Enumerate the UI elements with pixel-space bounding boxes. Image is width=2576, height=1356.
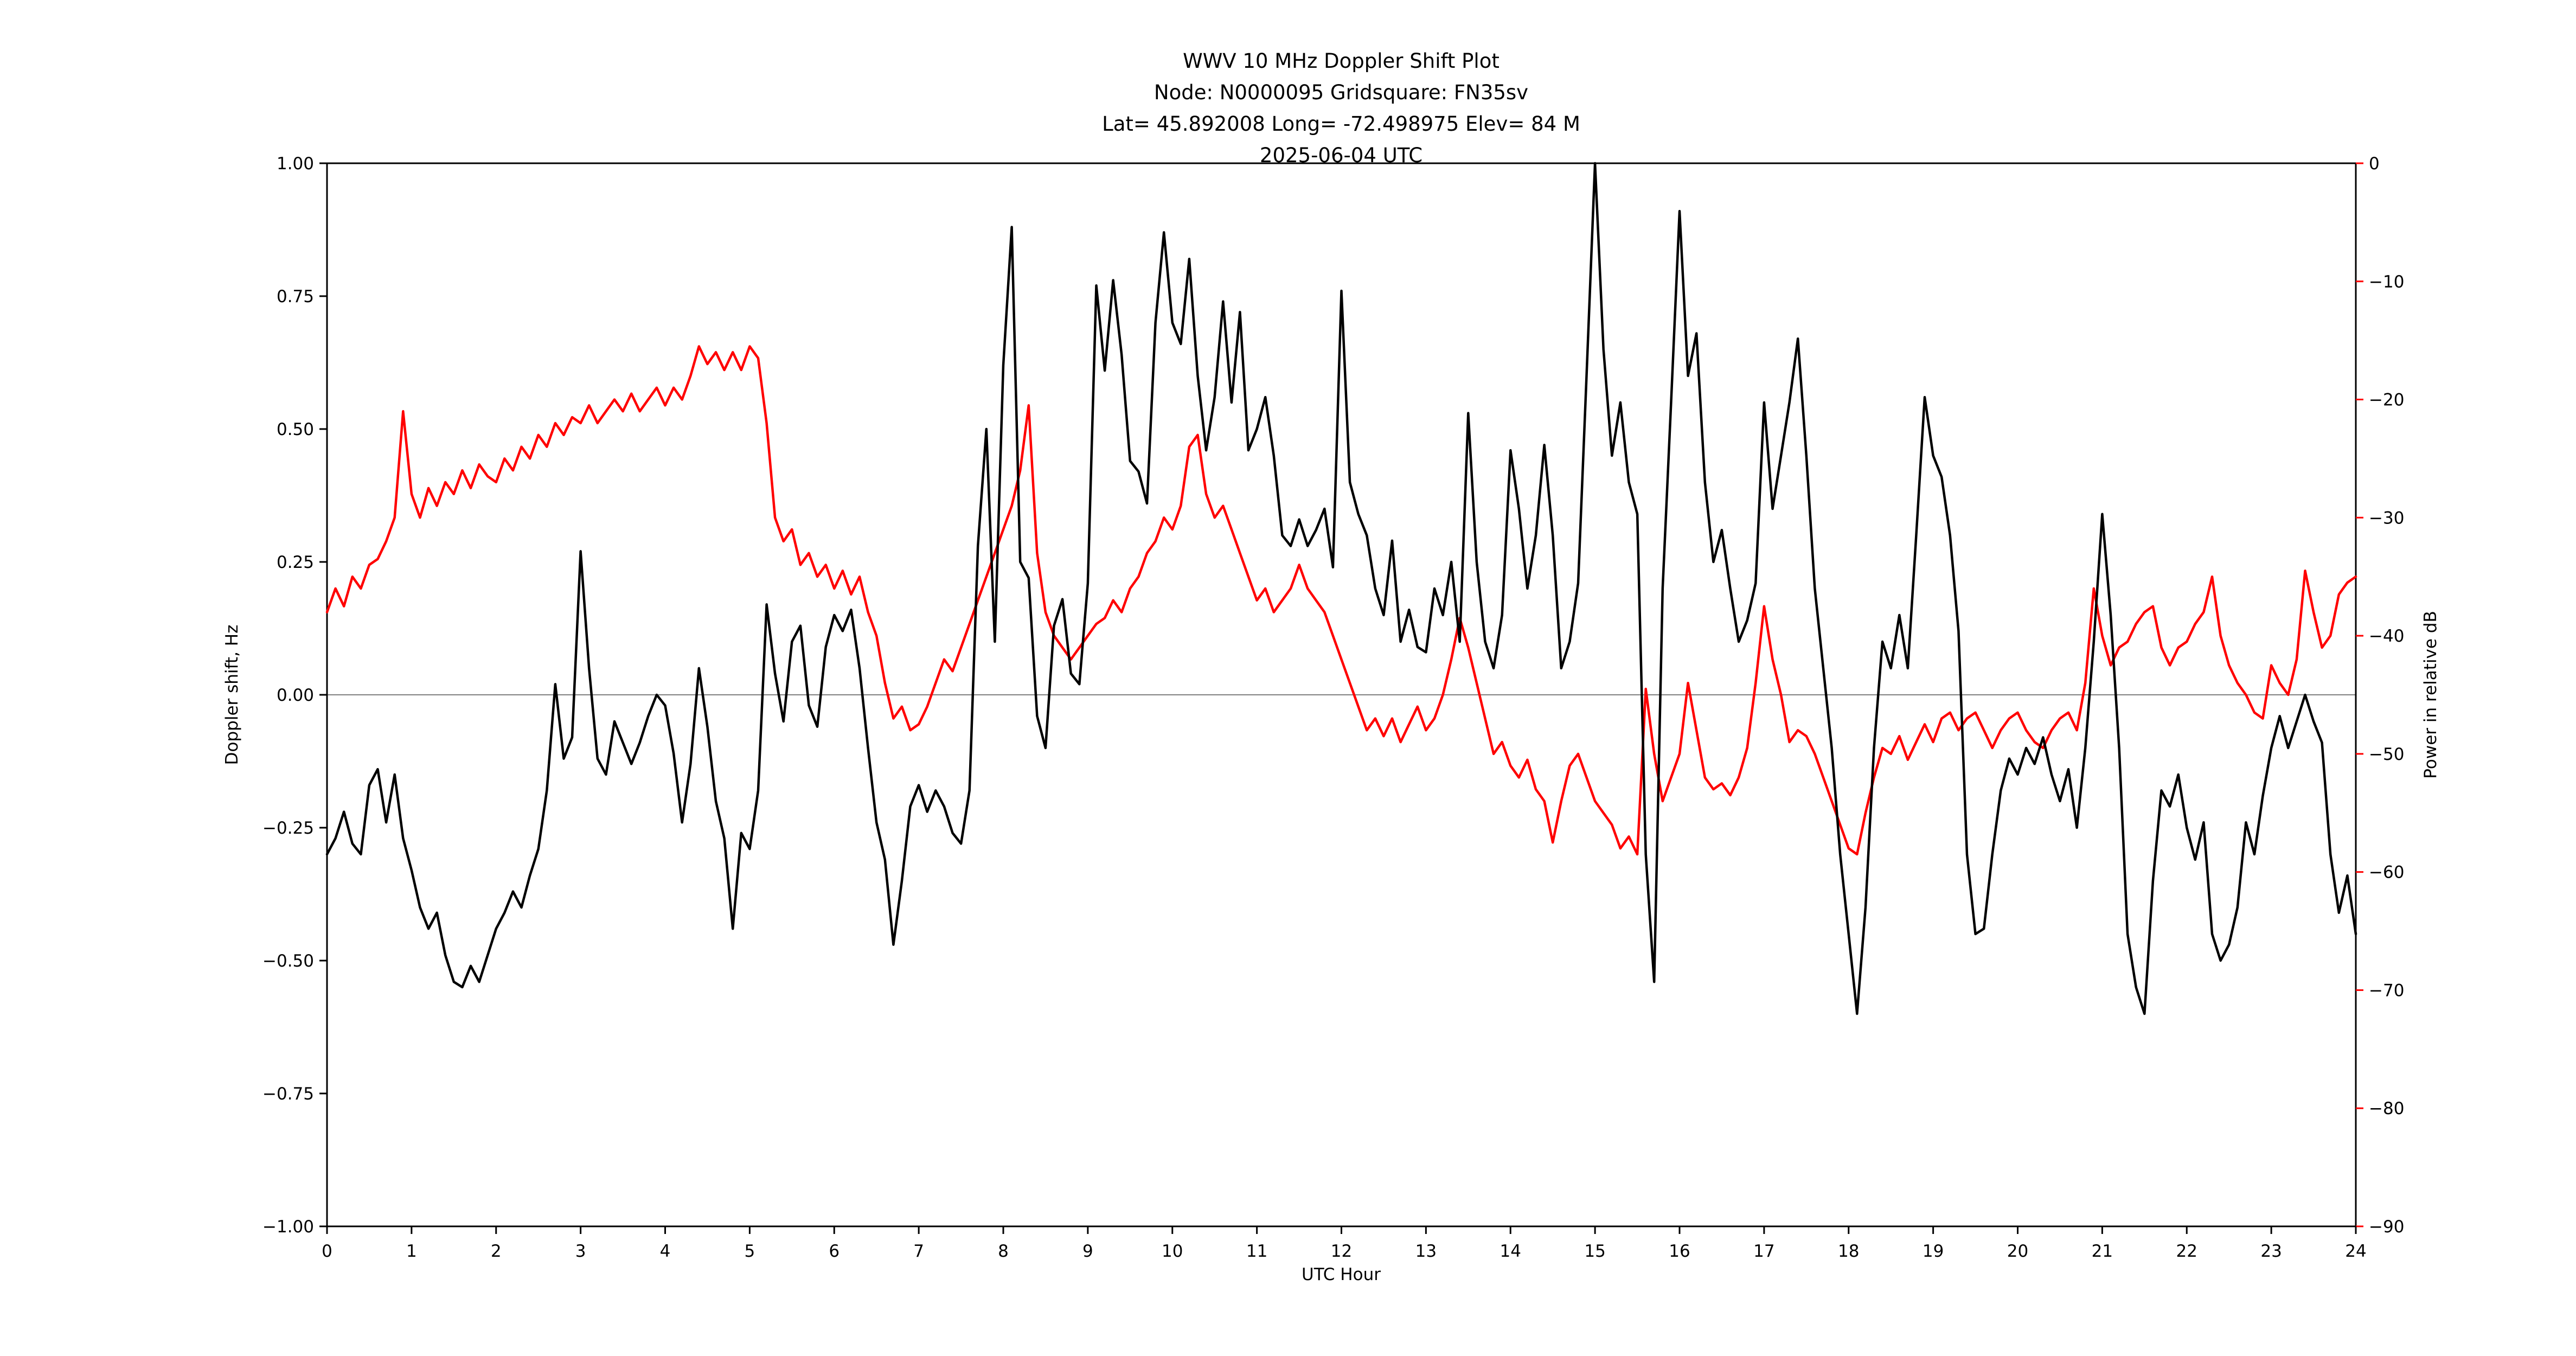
left-y-tick-label: 0.75 bbox=[277, 287, 314, 306]
plot-title: WWV 10 MHz Doppler Shift Plot bbox=[1183, 49, 1500, 73]
x-tick-label: 17 bbox=[1753, 1242, 1774, 1261]
series-layer bbox=[325, 162, 2357, 1015]
plot-subtitle-node: Node: N0000095 Gridsquare: FN35sv bbox=[1154, 81, 1528, 104]
power-series-line bbox=[325, 345, 2357, 856]
right-y-tick-label: −30 bbox=[2369, 508, 2404, 528]
x-tick-label: 4 bbox=[660, 1242, 671, 1261]
right-y-tick-label: −20 bbox=[2369, 391, 2404, 410]
x-tick-label: 14 bbox=[1500, 1242, 1521, 1261]
x-tick-label: 8 bbox=[998, 1242, 1009, 1261]
x-tick-label: 12 bbox=[1331, 1242, 1352, 1261]
x-tick-label: 7 bbox=[913, 1242, 924, 1261]
doppler-series-line bbox=[325, 162, 2357, 1015]
x-tick-label: 15 bbox=[1584, 1242, 1605, 1261]
right-y-tick-label: 0 bbox=[2369, 154, 2380, 174]
left-y-tick-label: 0.00 bbox=[277, 686, 314, 705]
x-tick-label: 18 bbox=[1838, 1242, 1859, 1261]
left-y-axis-label: Doppler shift, Hz bbox=[222, 625, 242, 765]
x-tick-label: 5 bbox=[745, 1242, 755, 1261]
x-tick-label: 2 bbox=[491, 1242, 502, 1261]
x-tick-label: 16 bbox=[1669, 1242, 1690, 1261]
x-tick-label: 11 bbox=[1246, 1242, 1267, 1261]
right-y-axis-label: Power in relative dB bbox=[2421, 611, 2440, 778]
x-tick-label: 9 bbox=[1082, 1242, 1093, 1261]
x-axis-label: UTC Hour bbox=[1302, 1265, 1381, 1284]
x-tick-label: 6 bbox=[829, 1242, 840, 1261]
x-tick-label: 22 bbox=[2176, 1242, 2197, 1261]
x-tick-label: 13 bbox=[1415, 1242, 1437, 1261]
left-y-tick-label: 0.50 bbox=[277, 420, 314, 439]
right-y-tick-label: −10 bbox=[2369, 272, 2404, 292]
x-tick-label: 20 bbox=[2007, 1242, 2028, 1261]
left-y-tick-label: −1.00 bbox=[262, 1217, 314, 1237]
x-tick-label: 24 bbox=[2345, 1242, 2366, 1261]
left-y-tick-label: −0.50 bbox=[262, 951, 314, 971]
x-tick-label: 23 bbox=[2260, 1242, 2282, 1261]
left-y-tick-label: 0.25 bbox=[277, 553, 314, 572]
right-y-tick-label: −80 bbox=[2369, 1099, 2404, 1118]
axes-layer: 1.00 0.75 0.50 0.25 0.00 −0.25 −0.50 −0.75 −1.00… bbox=[262, 154, 2404, 1261]
x-tick-label: 3 bbox=[575, 1242, 586, 1261]
left-y-tick-label: −0.75 bbox=[262, 1084, 314, 1104]
left-y-tick-label: −0.25 bbox=[262, 818, 314, 838]
x-tick-label: 21 bbox=[2092, 1242, 2113, 1261]
right-y-tick-label: −70 bbox=[2369, 981, 2404, 1000]
plot-subtitle-coords: Lat= 45.892008 Long= -72.498975 Elev= 84… bbox=[1102, 112, 1580, 136]
right-y-tick-label: −60 bbox=[2369, 863, 2404, 882]
x-tick-label: 0 bbox=[322, 1242, 332, 1261]
x-tick-label: 10 bbox=[1162, 1242, 1183, 1261]
left-y-tick-label: 1.00 bbox=[277, 154, 314, 174]
x-tick-label: 1 bbox=[406, 1242, 417, 1261]
right-y-tick-label: −50 bbox=[2369, 745, 2404, 764]
x-tick-label: 19 bbox=[1923, 1242, 1944, 1261]
right-y-tick-label: −90 bbox=[2369, 1217, 2404, 1237]
right-y-tick-label: −40 bbox=[2369, 626, 2404, 646]
